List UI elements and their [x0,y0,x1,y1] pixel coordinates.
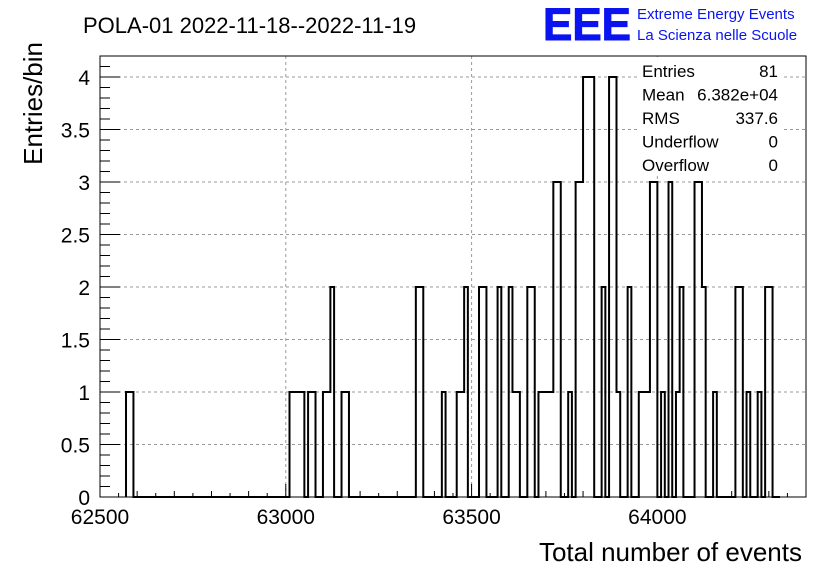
y-tick-label: 2.5 [61,225,90,248]
histogram-bin [602,287,606,497]
stats-value: 0 [769,156,778,175]
eee-logo: EEE Extreme Energy Events La Scienza nel… [543,0,798,51]
histogram-bin [661,392,665,497]
histogram-bin [680,287,684,497]
histogram-bin [498,287,502,497]
stats-label: Entries [642,62,695,81]
y-tick-label: 4 [78,67,90,90]
histogram-bin [442,392,446,497]
histogram-bin [416,287,423,497]
histogram-bin [735,287,742,497]
histogram-bin [568,392,572,497]
histogram-bin [330,287,334,497]
histogram-bin [702,287,706,497]
y-tick-label: 0.5 [61,435,90,458]
eee-logo-text: EEE [543,0,631,50]
histogram-bin [512,392,519,497]
histogram-bin [553,182,560,497]
x-tick-label: 63000 [257,506,315,529]
histogram-bin [479,287,486,497]
histogram-bin [464,287,468,497]
y-tick-label: 3 [78,172,90,195]
stats-value: 81 [759,62,778,81]
histogram-bin [457,392,464,497]
y-tick-label: 2 [78,277,90,300]
histogram-bin [765,287,772,497]
stats-box-background [637,57,781,175]
histogram-bin [527,287,534,497]
y-tick-label: 1.5 [61,330,90,353]
x-tick-label: 64000 [628,506,686,529]
histogram-bin [758,392,762,497]
y-tick-label: 1 [78,382,90,405]
y-tick-label: 3.5 [61,120,90,143]
histogram-bin [669,182,673,497]
y-axis-label: Entries/bin [18,42,48,165]
logo-line1: Extreme Energy Events [637,6,795,23]
stats-label: Overflow [642,156,710,175]
histogram-bin [126,392,133,497]
stats-label: Mean [642,86,685,105]
histogram-bin [308,392,315,497]
stats-box: Entries 81 Mean 6.382e+04 RMS 337.6 Underflow 0… [637,57,781,175]
x-tick-label: 62500 [71,506,129,529]
stats-label: Underflow [642,133,719,152]
logo-line2: La Scienza nelle Scuole [637,27,797,44]
stats-label: RMS [642,109,680,128]
stats-value: 0 [769,133,778,152]
histogram-bin [609,77,616,497]
histogram-bin [583,77,594,497]
histogram-bin [695,182,702,497]
histogram-bin [290,392,305,497]
histogram-bin [628,287,632,497]
chart-title: POLA-01 2022-11-18--2022-11-19 [83,13,416,38]
histogram-bin [639,392,650,497]
histogram-bin [538,392,545,497]
x-axis-label: Total number of events [539,537,802,567]
stats-value: 6.382e+04 [697,86,778,105]
histogram-bin [747,392,751,497]
histogram-bin [676,392,680,497]
histogram-bin [546,392,553,497]
histogram-bin [713,392,717,497]
histogram-bin [650,182,657,497]
axes: 62500 63000 63500 64000 0 0.5 1 1.5 2 2.5 3 3.5 4 [61,55,807,529]
histogram-bin [342,392,349,497]
histogram-bin [616,392,620,497]
x-tick-label: 63500 [442,506,500,529]
stats-value: 337.6 [735,109,778,128]
histogram-bin [576,182,583,497]
y-tick-label: 0 [78,487,90,510]
histogram-bin [509,287,513,497]
histogram-bin [323,392,330,497]
